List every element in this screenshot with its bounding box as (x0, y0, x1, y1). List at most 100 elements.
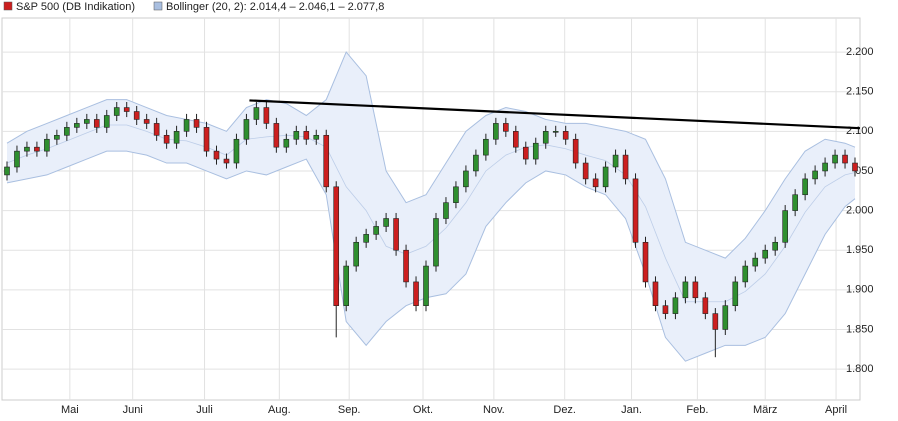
candle-body (662, 305, 669, 314)
candle-body (103, 115, 110, 128)
candle-body (253, 107, 260, 120)
candle-body (503, 123, 509, 132)
x-tick-label: Okt. (413, 404, 433, 416)
candle-body (273, 123, 280, 148)
candle-body (443, 202, 449, 219)
candle-body (742, 265, 749, 283)
candle-body (513, 131, 519, 148)
candle-body (233, 138, 240, 164)
x-tick-label: Jan. (621, 404, 642, 416)
candle-body (473, 154, 479, 172)
candle-body (34, 146, 40, 152)
candle-body (44, 138, 50, 152)
candle-body (752, 257, 759, 267)
candle-body (483, 138, 489, 156)
candle-body (592, 178, 599, 188)
candle-body (54, 134, 60, 140)
x-tick-label: Feb. (686, 404, 708, 416)
x-tick-label: Aug. (268, 404, 291, 416)
candle-body (852, 162, 858, 172)
candle-body (123, 107, 130, 112)
candle-body (74, 123, 80, 128)
candle-body (772, 241, 778, 251)
candle-body (732, 281, 739, 306)
candle-body (293, 131, 300, 140)
candle-body (413, 281, 419, 306)
candle-body (223, 158, 230, 164)
candle-body (283, 138, 290, 148)
candle-body (213, 150, 220, 160)
candle-body (333, 186, 340, 306)
candle-body (393, 218, 399, 251)
candle-body (622, 154, 629, 180)
legend-swatch (153, 1, 163, 11)
y-tick-label: 2.000 (846, 204, 874, 216)
candle-body (682, 281, 689, 299)
candle-body (463, 170, 469, 188)
candle-body (712, 313, 719, 330)
y-tick-label: 1.850 (846, 323, 874, 335)
candle-body (313, 134, 320, 140)
candle-body (93, 119, 100, 128)
candle-body (612, 154, 619, 168)
x-tick-label: Mai (61, 404, 79, 416)
candle-body (632, 178, 639, 243)
candle-body (203, 127, 210, 152)
candle-body (323, 134, 330, 188)
candle-body (602, 166, 609, 188)
candle-body (24, 146, 30, 152)
candle-body (4, 166, 10, 176)
band-upper (6, 51, 856, 259)
band-lower (6, 150, 856, 362)
candle-body (782, 210, 788, 243)
candle-body (532, 142, 539, 160)
x-tick-label: Sep. (338, 404, 361, 416)
x-tick-label: März (753, 404, 777, 416)
candle-body (652, 281, 659, 306)
candle-body (812, 170, 818, 180)
candle-body (64, 127, 70, 136)
candle-body (173, 131, 180, 144)
y-tick-label: 1.900 (846, 284, 874, 296)
candle-body (542, 131, 549, 144)
legend-swatch (3, 1, 13, 11)
candle-body (14, 150, 20, 168)
candle-body (842, 154, 848, 164)
candle-body (373, 226, 379, 235)
y-tick-label: 1.950 (846, 244, 874, 256)
candle-body (642, 241, 649, 283)
candle-body (243, 119, 250, 140)
candle-body (562, 131, 569, 140)
candle-body (762, 249, 769, 259)
x-tick-label: Juni (123, 404, 143, 416)
y-tick-label: 2.150 (846, 86, 874, 98)
candle-body (802, 178, 808, 196)
candle-body (343, 265, 349, 306)
candle-body (832, 154, 838, 164)
candle-body (163, 134, 170, 144)
trend-line (249, 99, 861, 130)
y-tick-label: 2.200 (846, 46, 874, 58)
x-tick-label: Dez. (553, 404, 576, 416)
x-tick-label: April (825, 404, 847, 416)
candle-body (702, 297, 709, 314)
candle-body (383, 218, 389, 227)
candle-body (822, 162, 828, 172)
band-fill (6, 52, 856, 362)
candle-body (193, 119, 200, 128)
y-tick-label: 1.800 (846, 363, 874, 375)
candle-body (453, 186, 459, 203)
candle-body (113, 107, 120, 116)
candle-body (153, 123, 160, 136)
candle-body (672, 297, 679, 314)
candle-body (263, 107, 270, 124)
candle-body (582, 162, 589, 180)
candle-body (572, 138, 579, 164)
candle-body (522, 146, 529, 160)
candle-body (493, 123, 499, 140)
candle-body (133, 111, 140, 120)
candle-body (353, 241, 359, 267)
candle-body (363, 234, 369, 243)
candle-body (403, 249, 409, 283)
